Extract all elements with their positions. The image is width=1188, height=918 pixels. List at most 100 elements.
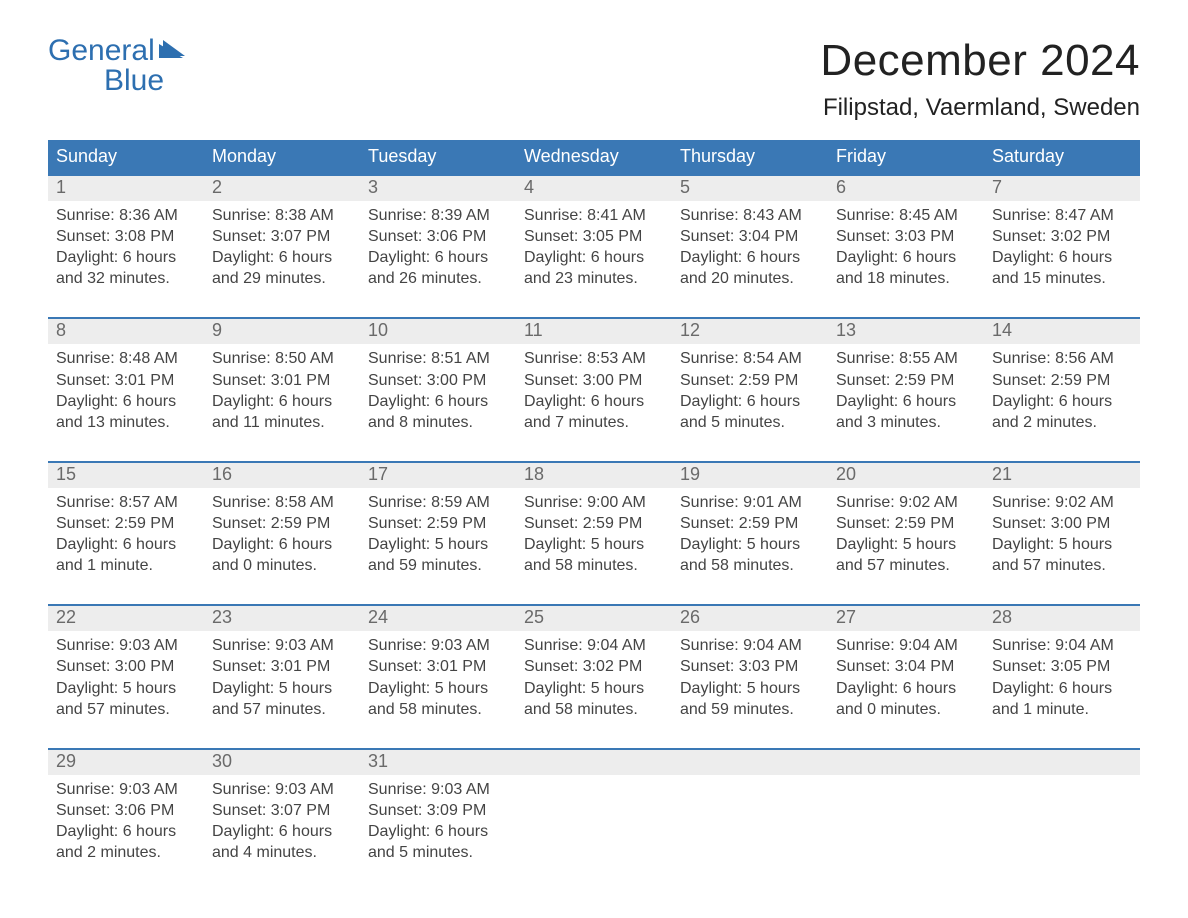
sunset-text: Sunset: 2:59 PM: [680, 513, 820, 534]
day-info: Sunrise: 8:41 AMSunset: 3:05 PMDaylight:…: [516, 201, 672, 293]
sunset-text: Sunset: 2:59 PM: [836, 513, 976, 534]
daylight-line2: and 59 minutes.: [680, 699, 820, 720]
sunset-text: Sunset: 3:01 PM: [212, 370, 352, 391]
day-number: 4: [516, 176, 672, 201]
sunset-text: Sunset: 2:59 PM: [56, 513, 196, 534]
day-number: 3: [360, 176, 516, 201]
sunrise-text: Sunrise: 9:03 AM: [212, 779, 352, 800]
sunrise-text: Sunrise: 9:04 AM: [680, 635, 820, 656]
sunset-text: Sunset: 3:09 PM: [368, 800, 508, 821]
daylight-line1: Daylight: 6 hours: [212, 821, 352, 842]
day-number: 29: [48, 750, 204, 775]
daylight-line2: and 58 minutes.: [680, 555, 820, 576]
daylight-line2: and 4 minutes.: [212, 842, 352, 863]
sunset-text: Sunset: 3:04 PM: [680, 226, 820, 247]
sunrise-text: Sunrise: 9:04 AM: [836, 635, 976, 656]
daylight-line1: Daylight: 6 hours: [992, 247, 1132, 268]
week: 891011121314Sunrise: 8:48 AMSunset: 3:01…: [48, 317, 1140, 436]
sunset-text: Sunset: 3:05 PM: [992, 656, 1132, 677]
day-info: [984, 775, 1140, 867]
sunrise-text: Sunrise: 9:02 AM: [836, 492, 976, 513]
day-number: 7: [984, 176, 1140, 201]
sunrise-text: Sunrise: 8:55 AM: [836, 348, 976, 369]
day-info: Sunrise: 9:03 AMSunset: 3:00 PMDaylight:…: [48, 631, 204, 723]
daylight-line2: and 11 minutes.: [212, 412, 352, 433]
daylight-line2: and 13 minutes.: [56, 412, 196, 433]
sunset-text: Sunset: 3:04 PM: [836, 656, 976, 677]
day-number: [828, 750, 984, 775]
header: General Blue December 2024 Filipstad, Va…: [48, 36, 1140, 122]
day-info: Sunrise: 9:03 AMSunset: 3:06 PMDaylight:…: [48, 775, 204, 867]
week: 293031Sunrise: 9:03 AMSunset: 3:06 PMDay…: [48, 748, 1140, 867]
sunrise-text: Sunrise: 8:54 AM: [680, 348, 820, 369]
dow-cell: Tuesday: [360, 140, 516, 174]
day-info: Sunrise: 8:54 AMSunset: 2:59 PMDaylight:…: [672, 344, 828, 436]
day-info: [828, 775, 984, 867]
sunrise-text: Sunrise: 9:03 AM: [56, 635, 196, 656]
sunset-text: Sunset: 3:07 PM: [212, 226, 352, 247]
daylight-line1: Daylight: 5 hours: [56, 678, 196, 699]
info-row: Sunrise: 9:03 AMSunset: 3:06 PMDaylight:…: [48, 775, 1140, 867]
sunrise-text: Sunrise: 8:47 AM: [992, 205, 1132, 226]
daylight-line1: Daylight: 6 hours: [992, 678, 1132, 699]
daynum-row: 891011121314: [48, 319, 1140, 344]
info-row: Sunrise: 9:03 AMSunset: 3:00 PMDaylight:…: [48, 631, 1140, 723]
day-number: 23: [204, 606, 360, 631]
daylight-line2: and 5 minutes.: [368, 842, 508, 863]
day-info: Sunrise: 8:57 AMSunset: 2:59 PMDaylight:…: [48, 488, 204, 580]
sunrise-text: Sunrise: 9:03 AM: [212, 635, 352, 656]
sunset-text: Sunset: 3:00 PM: [368, 370, 508, 391]
sunset-text: Sunset: 2:59 PM: [680, 370, 820, 391]
page: General Blue December 2024 Filipstad, Va…: [0, 0, 1188, 918]
daylight-line1: Daylight: 5 hours: [368, 678, 508, 699]
sunrise-text: Sunrise: 8:38 AM: [212, 205, 352, 226]
daylight-line2: and 57 minutes.: [56, 699, 196, 720]
day-info: Sunrise: 9:04 AMSunset: 3:04 PMDaylight:…: [828, 631, 984, 723]
sunset-text: Sunset: 3:01 PM: [212, 656, 352, 677]
dow-cell: Sunday: [48, 140, 204, 174]
sunset-text: Sunset: 3:03 PM: [836, 226, 976, 247]
day-info: Sunrise: 8:43 AMSunset: 3:04 PMDaylight:…: [672, 201, 828, 293]
daylight-line1: Daylight: 6 hours: [524, 247, 664, 268]
info-row: Sunrise: 8:36 AMSunset: 3:08 PMDaylight:…: [48, 201, 1140, 293]
day-number: [672, 750, 828, 775]
week: 22232425262728Sunrise: 9:03 AMSunset: 3:…: [48, 604, 1140, 723]
day-info: Sunrise: 8:45 AMSunset: 3:03 PMDaylight:…: [828, 201, 984, 293]
sunset-text: Sunset: 3:05 PM: [524, 226, 664, 247]
sunrise-text: Sunrise: 8:58 AM: [212, 492, 352, 513]
day-number: 10: [360, 319, 516, 344]
sunrise-text: Sunrise: 9:00 AM: [524, 492, 664, 513]
day-number: 28: [984, 606, 1140, 631]
day-number: 5: [672, 176, 828, 201]
week: 15161718192021Sunrise: 8:57 AMSunset: 2:…: [48, 461, 1140, 580]
daylight-line1: Daylight: 6 hours: [680, 247, 820, 268]
sunset-text: Sunset: 2:59 PM: [212, 513, 352, 534]
sunrise-text: Sunrise: 8:57 AM: [56, 492, 196, 513]
daylight-line2: and 1 minute.: [992, 699, 1132, 720]
sunset-text: Sunset: 3:01 PM: [56, 370, 196, 391]
dow-cell: Friday: [828, 140, 984, 174]
daylight-line1: Daylight: 6 hours: [56, 821, 196, 842]
day-info: Sunrise: 9:04 AMSunset: 3:02 PMDaylight:…: [516, 631, 672, 723]
calendar: SundayMondayTuesdayWednesdayThursdayFrid…: [48, 140, 1140, 867]
day-info: Sunrise: 9:02 AMSunset: 2:59 PMDaylight:…: [828, 488, 984, 580]
daylight-line1: Daylight: 6 hours: [56, 391, 196, 412]
daylight-line2: and 0 minutes.: [836, 699, 976, 720]
daylight-line1: Daylight: 5 hours: [680, 678, 820, 699]
day-number: 17: [360, 463, 516, 488]
sunset-text: Sunset: 3:02 PM: [524, 656, 664, 677]
sunrise-text: Sunrise: 8:39 AM: [368, 205, 508, 226]
daylight-line1: Daylight: 6 hours: [836, 247, 976, 268]
daylight-line2: and 2 minutes.: [56, 842, 196, 863]
sunrise-text: Sunrise: 9:03 AM: [56, 779, 196, 800]
daylight-line2: and 7 minutes.: [524, 412, 664, 433]
sunset-text: Sunset: 2:59 PM: [524, 513, 664, 534]
daylight-line2: and 57 minutes.: [992, 555, 1132, 576]
day-number: 20: [828, 463, 984, 488]
daylight-line1: Daylight: 6 hours: [212, 247, 352, 268]
daylight-line1: Daylight: 6 hours: [212, 534, 352, 555]
day-info: [516, 775, 672, 867]
flag-icon: [159, 36, 187, 66]
day-info: Sunrise: 8:48 AMSunset: 3:01 PMDaylight:…: [48, 344, 204, 436]
sunrise-text: Sunrise: 8:43 AM: [680, 205, 820, 226]
